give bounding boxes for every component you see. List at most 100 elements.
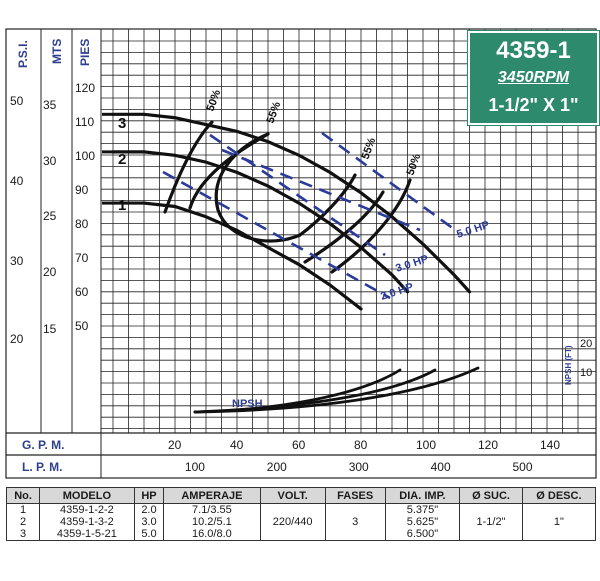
cell — [521, 528, 597, 541]
col-header: DIA. IMP. — [384, 487, 461, 504]
table-header-row: No. MODELO HP AMPERAJE VOLT. FASES DIA. … — [5, 487, 597, 504]
chart-frame — [5, 28, 597, 479]
table-row: 2 4359-1-3-2 3.0 10.2/5.1 220/440 3 5.62… — [5, 516, 597, 528]
head-curves — [102, 112, 472, 311]
cell: 2.0 — [133, 503, 165, 516]
cell: 5.0 — [133, 528, 165, 541]
size-label: 1-1/2" X 1" — [488, 95, 579, 115]
pies-tick: 60 — [75, 285, 89, 299]
col-header: MODELO — [39, 487, 135, 504]
cell — [324, 528, 386, 541]
mts-tick: 25 — [43, 209, 57, 223]
gpm-tick: 120 — [478, 438, 498, 452]
pies-tick: 120 — [75, 81, 95, 95]
cell: 3 — [324, 516, 386, 528]
lpm-tick: 100 — [185, 460, 205, 474]
cell — [521, 503, 597, 516]
cell: 220/440 — [259, 516, 326, 528]
mts-tick: 20 — [43, 265, 57, 279]
psi-tick: 50 — [10, 94, 24, 108]
gpm-tick: 20 — [168, 438, 182, 452]
col-header: AMPERAJE — [163, 487, 261, 504]
lpm-tick: 300 — [349, 460, 369, 474]
impeller-label: 1 — [118, 197, 126, 214]
hp-label-5: 5.0 HP — [455, 219, 491, 241]
pies-tick: 110 — [75, 115, 94, 129]
col-header: Ø DESC. — [521, 487, 597, 504]
specs-table: No. MODELO HP AMPERAJE VOLT. FASES DIA. … — [5, 487, 597, 541]
col-header: HP — [133, 487, 165, 504]
rpm-label: 3450RPM — [497, 69, 570, 86]
efficiency-curve-50-right — [330, 178, 412, 274]
mts-axis-label: MTS — [50, 39, 64, 64]
gpm-tick: 60 — [292, 438, 306, 452]
table-row: 1 4359-1-2-2 2.0 7.1/3.55 5.375" — [5, 503, 597, 516]
npsh-tick: 20 — [580, 338, 592, 350]
gpm-tick: 140 — [540, 438, 560, 452]
cell: 1" — [521, 516, 597, 528]
pies-tick: 70 — [75, 251, 89, 265]
lpm-tick: 400 — [431, 460, 451, 474]
psi-tick: 30 — [10, 254, 24, 268]
col-header: VOLT. — [259, 487, 326, 504]
hp-label-3: 3.0 HP — [394, 253, 430, 275]
model-badge: 4359-1 3450RPM 1-1/2" X 1" — [467, 30, 600, 126]
gpm-tick: 40 — [230, 438, 244, 452]
gpm-tick: 100 — [416, 438, 436, 452]
cell: 10.2/5.1 — [163, 516, 261, 528]
psi-tick: 40 — [10, 174, 24, 188]
pies-tick: 50 — [75, 319, 89, 333]
cell: 1 — [5, 503, 41, 516]
mts-tick: 15 — [43, 322, 57, 336]
head-curve-3 — [111, 112, 472, 294]
gpm-tick: 80 — [354, 438, 368, 452]
cell: 3.0 — [133, 516, 165, 528]
mts-tick: 30 — [43, 154, 57, 168]
npsh-axis-label: NPSH (FT) — [564, 345, 573, 385]
col-header: FASES — [324, 487, 386, 504]
pies-tick: 100 — [75, 149, 95, 163]
cell: 7.1/3.55 — [163, 503, 261, 516]
cell: 5.375" — [384, 503, 461, 516]
impeller-label: 2 — [118, 151, 126, 168]
cell — [459, 528, 523, 541]
model-number: 4359-1 — [496, 37, 571, 64]
eff-label: 55% — [265, 100, 284, 125]
psi-axis-label: P.S.I. — [16, 40, 30, 68]
pies-axis-label: PIES — [78, 39, 92, 66]
efficiency-curve-55-right — [298, 173, 357, 237]
cell: 16.0/8.0 — [163, 528, 261, 541]
efficiency-curve-55-right-2 — [303, 190, 385, 264]
head-curve-1 — [111, 201, 363, 311]
lpm-tick: 200 — [267, 460, 287, 474]
cell — [259, 503, 326, 516]
cell: 4359-1-5-21 — [39, 528, 135, 541]
cell — [459, 503, 523, 516]
gpm-ticks: 20 40 60 80 100 120 140 — [168, 438, 560, 452]
pies-tick: 80 — [75, 217, 89, 231]
cell: 6.500" — [384, 528, 461, 541]
eff-label: 55% — [360, 136, 379, 161]
npsh-series-label: NPSH — [232, 398, 263, 410]
hp-line-3b — [221, 148, 421, 232]
hp-line-5 — [321, 131, 459, 234]
cell — [324, 503, 386, 516]
npsh-tick: 10 — [580, 367, 592, 379]
hp-line-3 — [209, 133, 386, 257]
head-curve-2 — [111, 150, 410, 294]
cell: 1-1/2" — [459, 516, 523, 528]
mts-tick: 35 — [43, 98, 57, 112]
table-row: 3 4359-1-5-21 5.0 16.0/8.0 6.500" — [5, 528, 597, 541]
cell: 3 — [5, 528, 41, 541]
cell: 5.625" — [384, 516, 461, 528]
cell: 4359-1-2-2 — [39, 503, 135, 516]
efficiency-curve-50-left — [163, 120, 214, 214]
lpm-tick: 500 — [513, 460, 533, 474]
hp-line-2 — [162, 170, 391, 300]
hp-label-2: 2.0 HP — [379, 281, 415, 303]
cell — [259, 528, 326, 541]
col-header: Ø SUC. — [459, 487, 523, 504]
lpm-ticks: 100 200 300 400 500 — [185, 460, 533, 474]
psi-tick: 20 — [10, 332, 24, 346]
pies-tick: 90 — [75, 183, 89, 197]
